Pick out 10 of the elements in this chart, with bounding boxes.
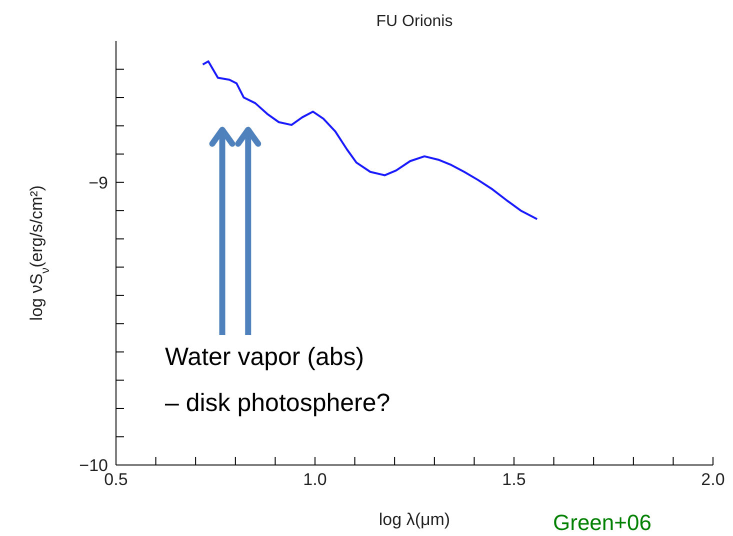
x-tick-label: 1.5 (502, 470, 526, 490)
chart-title: FU Orionis (376, 13, 453, 30)
line-series (202, 60, 538, 220)
x-tick-label: 0.5 (104, 470, 128, 490)
y-tick-label: −9 (88, 173, 108, 192)
x-axis-title: log λ(μm) (378, 510, 450, 529)
x-tick-label: 2.0 (701, 470, 725, 490)
annotation: Water vapor (abs) – disk photosphere? (165, 343, 390, 417)
text: Green+06 (553, 510, 652, 535)
x-tick-label: 1.0 (303, 470, 327, 490)
